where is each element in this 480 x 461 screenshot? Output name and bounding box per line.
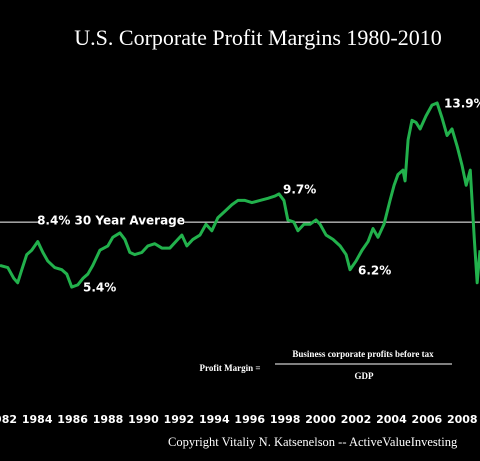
x-tick-label: 1990: [128, 413, 159, 426]
x-tick-label: 2006: [412, 413, 443, 426]
average-label: 8.4% 30 Year Average: [37, 214, 185, 228]
x-tick-label: 1982: [0, 413, 17, 426]
formula-lhs: Profit Margin =: [200, 363, 261, 373]
x-tick-label: 2004: [376, 413, 407, 426]
x-tick-label: 1994: [199, 413, 230, 426]
data-line: [0, 101, 480, 289]
annotation: 9.7%: [283, 183, 316, 197]
annotation: 5.4%: [83, 281, 116, 295]
formula-numerator: Business corporate profits before tax: [292, 349, 434, 359]
x-tick-label: 1992: [164, 413, 195, 426]
x-tick-label: 2000: [305, 413, 336, 426]
x-tick-label: 1986: [57, 413, 88, 426]
x-tick-label: 1988: [93, 413, 124, 426]
chart-title: U.S. Corporate Profit Margins 1980-2010: [74, 25, 441, 50]
x-tick-label: 1998: [270, 413, 301, 426]
x-tick-label: 2002: [341, 413, 372, 426]
formula-denominator: GDP: [355, 371, 375, 381]
annotation: 6.2%: [358, 264, 391, 278]
x-tick-label: 1984: [22, 413, 53, 426]
x-tick-label: 2008: [447, 413, 478, 426]
average-label-bg: [40, 214, 183, 231]
copyright: Copyright Vitaliy N. Katsenelson -- Acti…: [168, 435, 458, 449]
annotation: 13.9%: [444, 97, 480, 111]
x-tick-label: 1996: [234, 413, 265, 426]
